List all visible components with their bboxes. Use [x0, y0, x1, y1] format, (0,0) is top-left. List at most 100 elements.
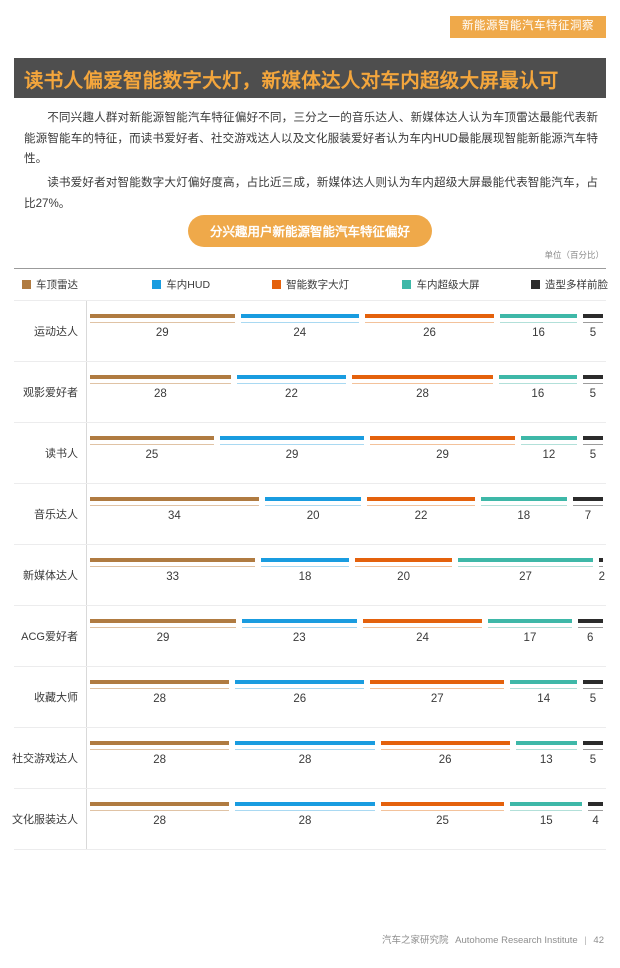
chart-segment[interactable]: 22	[364, 497, 477, 531]
chart-segment[interactable]: 5	[580, 375, 606, 409]
chart-segment[interactable]: 26	[232, 680, 367, 714]
chart-segment[interactable]: 4	[585, 802, 606, 836]
chart-segment[interactable]: 14	[507, 680, 580, 714]
chart-segment-bar	[583, 680, 603, 684]
chart-segment[interactable]: 28	[232, 802, 377, 836]
legend-item-3[interactable]: 智能数字大灯	[272, 277, 402, 292]
chart-segment-value: 6	[587, 632, 594, 644]
legend-swatch-icon	[152, 280, 162, 289]
chart-segment-underline	[90, 688, 230, 689]
legend-item-2[interactable]: 车内HUD	[152, 277, 272, 292]
chart-segment[interactable]: 24	[238, 314, 363, 348]
chart-segment-value: 25	[436, 815, 449, 827]
chart-segment[interactable]: 25	[378, 802, 508, 836]
chart-segment[interactable]: 28	[87, 375, 234, 409]
chart-segment-value: 29	[285, 449, 299, 461]
chart-row: 社交游戏达人 28 28 26 13 5	[12, 728, 606, 789]
chart-segment[interactable]: 17	[485, 619, 574, 653]
chart-segment[interactable]: 28	[87, 802, 232, 836]
chart-segment[interactable]: 20	[352, 558, 456, 592]
chart-segment[interactable]: 7	[570, 497, 606, 531]
chart-segment-bar	[370, 436, 515, 440]
chart-segment[interactable]: 5	[580, 314, 606, 348]
chart-segment-value: 16	[531, 388, 545, 400]
chart-segment[interactable]: 5	[580, 741, 606, 775]
legend-item-4[interactable]: 车内超级大屏	[402, 277, 531, 292]
chart-segment[interactable]: 16	[497, 314, 580, 348]
chart-segment[interactable]: 28	[87, 680, 232, 714]
legend-item-1[interactable]: 车顶雷达	[22, 277, 152, 292]
chart-segment[interactable]: 28	[232, 741, 377, 775]
chart-segment[interactable]: 12	[518, 436, 580, 470]
paragraph-1: 不同兴趣人群对新能源智能汽车特征偏好不同，三分之一的音乐达人、新媒体达人认为车顶…	[24, 111, 598, 166]
chart-segment-bar	[583, 436, 603, 440]
chart-segment[interactable]: 16	[496, 375, 580, 409]
chart-segment[interactable]: 29	[367, 436, 518, 470]
chart-row-label: 读书人	[45, 448, 78, 460]
chart-segment[interactable]: 20	[262, 497, 365, 531]
chart-segment[interactable]: 2	[596, 558, 606, 592]
chart-segment-underline	[583, 322, 603, 323]
chart-row: 收藏大师 28 26 27 14 5	[14, 667, 606, 728]
chart-segment[interactable]: 25	[87, 436, 217, 470]
chart-segment-underline	[380, 749, 510, 750]
chart-segment[interactable]: 29	[87, 619, 239, 653]
chart-segment[interactable]: 29	[217, 436, 368, 470]
chart-segment[interactable]: 26	[362, 314, 497, 348]
chart-segment-value: 17	[523, 632, 537, 644]
chart-segment[interactable]: 29	[87, 314, 238, 348]
chart-segment[interactable]: 34	[87, 497, 262, 531]
footer-cn: 汽车之家研究院	[382, 935, 449, 946]
chart-segment-bar	[480, 497, 567, 501]
legend-item-label: 车顶雷达	[36, 279, 78, 291]
chart-segment-value: 5	[589, 693, 597, 705]
chart-segment[interactable]: 27	[367, 680, 507, 714]
chart-segment[interactable]: 15	[507, 802, 585, 836]
chart-segment[interactable]: 24	[360, 619, 486, 653]
chart-segment-value: 12	[542, 449, 556, 461]
chart-segment-underline	[365, 322, 494, 323]
chart-segment-underline	[235, 810, 375, 811]
chart-segment-underline	[588, 810, 603, 811]
chart-row: 文化服装达人 28 28 25 15 4	[12, 789, 606, 850]
chart-segment[interactable]: 28	[87, 741, 232, 775]
chart-segment-bar	[362, 619, 483, 623]
chart-segment-underline	[380, 810, 505, 811]
footer-page-number: 42	[593, 935, 604, 946]
chart-segment[interactable]: 23	[239, 619, 360, 653]
chart-segment-underline	[354, 566, 453, 567]
legend-divider	[14, 268, 606, 269]
chart-row-label: 观影爱好者	[23, 387, 78, 399]
legend-item-label: 造型多样前脸	[545, 279, 608, 291]
chart-segment[interactable]: 22	[234, 375, 349, 409]
chart-segment-underline	[583, 749, 603, 750]
chart-row: 运动达人 29 24 26 16 5	[14, 300, 606, 362]
legend-swatch-icon	[402, 280, 412, 289]
chart-segment-underline	[236, 383, 347, 384]
chart-segment-value: 16	[532, 327, 545, 339]
chart-segment-value: 26	[438, 754, 452, 766]
chart-segment-value: 5	[589, 754, 597, 766]
chart-segment-value: 13	[539, 754, 553, 766]
chart-segment[interactable]: 5	[580, 436, 606, 470]
chart-segment[interactable]: 27	[455, 558, 595, 592]
chart-segment[interactable]: 18	[478, 497, 570, 531]
chart-segment-underline	[370, 688, 505, 689]
chart-segment[interactable]: 6	[575, 619, 606, 653]
chart-segment-value: 2	[598, 571, 605, 583]
chart-segment[interactable]: 28	[349, 375, 496, 409]
chart-segment-value: 14	[537, 693, 551, 705]
chart-segment-bar	[90, 680, 230, 684]
chart-row-label: ACG爱好者	[21, 631, 78, 643]
chart-segment[interactable]: 26	[378, 741, 513, 775]
chart-segment[interactable]: 18	[258, 558, 351, 592]
chart-segment-underline	[370, 444, 515, 445]
chart-segment[interactable]: 13	[513, 741, 580, 775]
chart-segment[interactable]: 33	[87, 558, 258, 592]
chart-segment[interactable]: 5	[580, 680, 606, 714]
legend-item-5[interactable]: 造型多样前脸	[531, 277, 608, 292]
chart-segment-bar	[90, 802, 230, 806]
chart-segment-bar	[90, 436, 214, 440]
chart-segment-value: 34	[167, 510, 181, 522]
chart-segment-value: 7	[584, 510, 592, 522]
